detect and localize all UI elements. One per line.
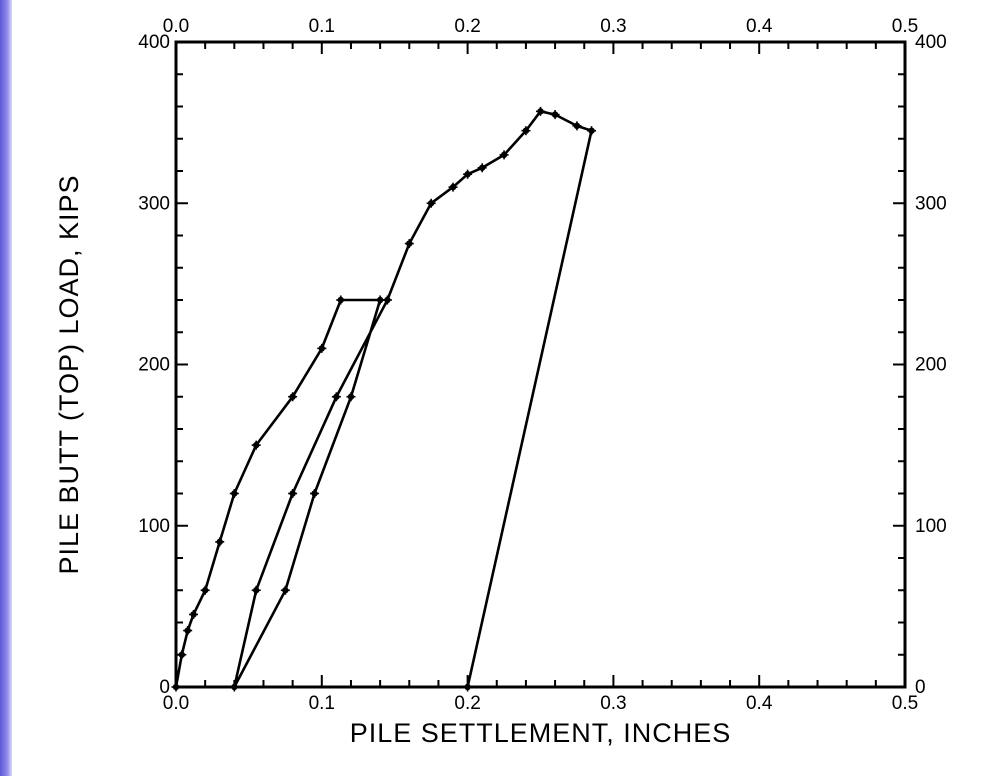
x-tick-label-top: 0.2 [454,16,480,37]
x-tick-label-bottom: 0.1 [309,693,335,714]
x-tick-label-bottom: 0.5 [892,693,918,714]
data-point [215,537,225,547]
y-tick-label-right: 0 [915,677,926,698]
data-point [280,585,290,595]
data-point [200,585,210,595]
y-tick-label-left: 100 [138,516,170,537]
data-point [336,295,346,305]
data-point [448,182,458,192]
data-point [171,682,181,692]
data-point [572,121,582,131]
data-point [536,106,545,116]
x-tick-label-top: 0.3 [600,16,626,37]
data-point [288,489,298,498]
data-point [404,239,414,249]
data-point [375,295,385,305]
y-axis-title: PILE BUTT (TOP) LOAD, KIPS [54,174,84,574]
x-axis-title: PILE SETTLEMENT, INCHES [350,718,732,748]
y-tick-label-right: 200 [915,355,947,376]
series-layer [171,106,597,692]
y-tick-label-left: 0 [159,677,170,698]
data-point [251,585,261,595]
data-point [463,682,473,692]
data-point [317,343,327,353]
data-point [426,198,436,208]
x-tick-label-top: 0.1 [309,16,335,37]
y-tick-label-left: 200 [138,355,170,376]
series-line [174,110,593,689]
x-tick-label-bottom: 0.3 [600,693,626,714]
x-tick-label-bottom: 0.4 [746,693,773,714]
data-point [499,150,509,160]
tick-labels-layer: 0.00.00.10.10.20.20.30.30.40.40.50.50 010… [138,16,946,714]
data-point [188,609,198,619]
y-tick-label-left: 400 [138,32,170,53]
data-point [587,126,597,136]
x-tick-label-bottom: 0.2 [454,693,480,714]
data-point [310,489,320,498]
y-tick-label-left: 300 [138,193,170,214]
data-point [229,682,239,692]
x-tick-label-top: 0.5 [892,16,918,37]
x-tick-label-bottom: 0.0 [163,693,189,714]
data-point [346,392,356,402]
data-point [550,110,560,120]
data-point [183,626,193,636]
data-point [521,126,531,136]
data-point [229,489,239,498]
plot-frame [174,40,907,689]
data-point [331,392,341,402]
data-point [288,392,298,402]
y-tick-label-right: 300 [915,193,947,214]
x-tick-label-top: 0.0 [163,16,189,37]
data-point [463,169,473,179]
y-tick-label-right: 100 [915,516,947,537]
slide-edge-gradient [0,0,12,776]
data-point [477,163,487,173]
data-point [382,295,392,305]
data-point [251,440,261,450]
data-point [177,650,187,660]
x-tick-label-top: 0.4 [746,16,773,37]
y-tick-label-right: 400 [915,32,947,53]
